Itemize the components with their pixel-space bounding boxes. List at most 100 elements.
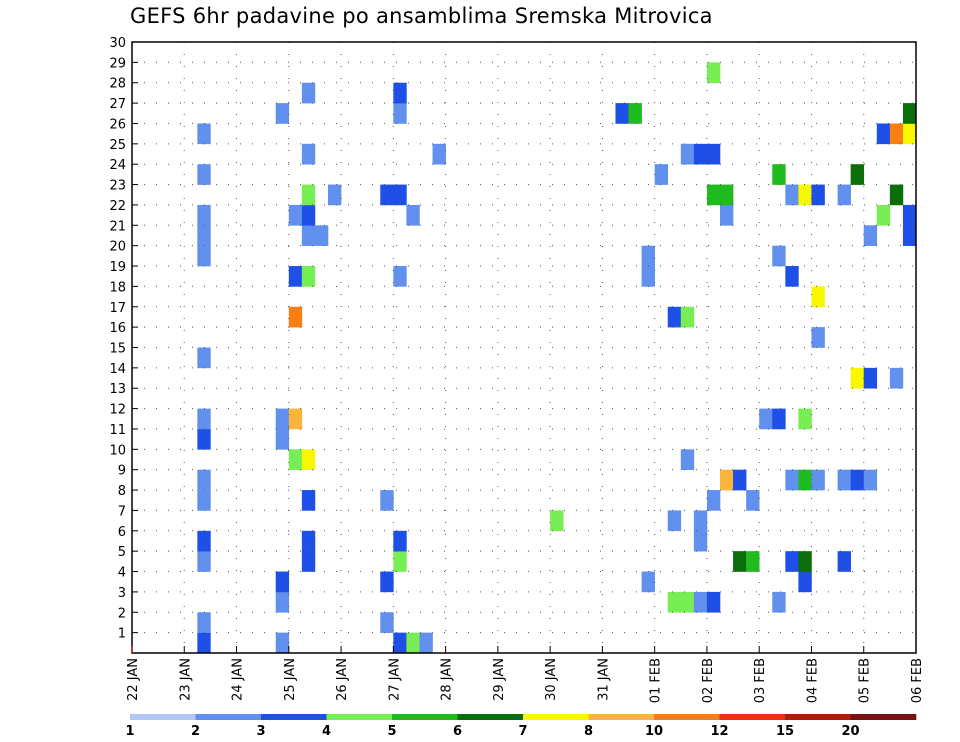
heat-cell — [641, 266, 655, 287]
heat-cell — [328, 184, 342, 206]
heat-cell — [876, 204, 891, 226]
heat-cell — [889, 367, 904, 389]
heat-cell — [746, 551, 760, 572]
colorbar-label: 1 — [125, 724, 134, 739]
heat-cell — [275, 591, 290, 613]
heat-cell — [837, 551, 851, 572]
heat-cell — [837, 184, 851, 206]
heat-cell — [720, 184, 734, 206]
colorbar-swatch — [850, 714, 917, 720]
colorbar-label: 20 — [841, 724, 859, 739]
heat-cell — [785, 184, 799, 206]
heat-cell — [667, 510, 682, 532]
colorbar-swatch — [195, 714, 262, 720]
colorbar-label: 12 — [710, 724, 728, 739]
heat-cell — [902, 123, 917, 145]
heat-cell — [850, 469, 865, 491]
heat-cell — [772, 591, 786, 613]
y-tick-label: 24 — [109, 158, 126, 173]
heat-cell — [301, 143, 316, 165]
y-tick-label: 13 — [109, 382, 126, 397]
heat-cell — [275, 408, 290, 430]
heat-cell — [811, 184, 825, 206]
x-tick-label: 02 FEB — [701, 658, 716, 703]
heat-cell — [393, 530, 407, 552]
heat-cell — [798, 184, 812, 206]
heat-cell — [902, 204, 917, 226]
y-tick-label: 16 — [109, 321, 126, 336]
heat-cell — [706, 184, 721, 206]
heat-cell — [680, 143, 695, 165]
heat-cell — [301, 490, 316, 511]
x-tick-label: 24 JAN — [231, 658, 246, 701]
heat-cell — [197, 490, 211, 511]
heat-cell — [288, 266, 303, 287]
colorbar-label: 6 — [453, 724, 462, 739]
y-tick-label: 6 — [118, 525, 126, 540]
heat-cell — [680, 449, 695, 470]
y-tick-label: 15 — [109, 342, 126, 357]
colorbar-swatch — [392, 714, 458, 720]
heat-cell — [275, 632, 290, 654]
y-tick-label: 8 — [118, 484, 126, 499]
heat-cell — [628, 103, 642, 124]
heat-cell — [197, 245, 211, 267]
heat-cell — [288, 204, 303, 226]
heat-cell — [902, 225, 917, 246]
heat-cell — [197, 530, 211, 552]
heat-cell — [902, 103, 917, 124]
y-tick-label: 5 — [118, 545, 126, 560]
colorbar-label: 8 — [584, 724, 593, 739]
heat-cell — [811, 327, 825, 348]
heat-cell — [380, 490, 394, 511]
y-tick-label: 11 — [109, 423, 126, 438]
heat-cell — [706, 591, 721, 613]
x-tick-label: 06 FEB — [910, 658, 925, 703]
heat-cell — [654, 164, 669, 185]
heat-cell — [380, 612, 394, 633]
heat-cell — [197, 428, 211, 450]
heat-cell — [772, 408, 786, 430]
y-tick-label: 4 — [118, 566, 126, 581]
heat-cell — [693, 143, 708, 165]
y-tick-label: 2 — [118, 606, 126, 621]
heat-cell — [706, 490, 721, 511]
y-tick-label: 17 — [109, 301, 126, 316]
y-tick-label: 25 — [109, 138, 126, 153]
colorbar-swatch — [719, 714, 786, 720]
heat-cell — [798, 551, 812, 572]
heat-cell — [301, 82, 316, 104]
colorbar-label: 2 — [191, 724, 200, 739]
heat-cell — [393, 266, 407, 287]
y-tick-label: 29 — [109, 56, 126, 71]
colorbar-label: 7 — [518, 724, 527, 739]
x-tick-label: 04 FEB — [805, 658, 820, 703]
heat-cell — [772, 164, 786, 185]
colorbar-swatch — [457, 714, 524, 720]
colorbar-swatch — [130, 714, 196, 720]
heat-cell — [197, 347, 211, 369]
colorbar-swatch — [654, 714, 720, 720]
heat-cell — [850, 164, 865, 185]
heat-cell — [197, 123, 211, 145]
heat-cell — [288, 449, 303, 470]
y-tick-label: 7 — [118, 504, 126, 519]
x-tick-label: 01 FEB — [649, 658, 664, 703]
heat-cell — [733, 469, 747, 491]
y-tick-label: 26 — [109, 117, 126, 132]
heat-cell — [811, 469, 825, 491]
colorbar-label: 10 — [645, 724, 663, 739]
heat-cell — [550, 510, 564, 532]
heat-cell — [301, 266, 316, 287]
y-tick-label: 27 — [109, 97, 126, 112]
heat-cell — [889, 123, 904, 145]
y-tick-label: 30 — [109, 36, 126, 51]
heat-cell — [693, 591, 708, 613]
heat-cell — [393, 82, 407, 104]
y-tick-label: 12 — [109, 403, 126, 418]
heat-cell — [759, 408, 773, 430]
heat-cell — [393, 632, 407, 654]
heat-cell — [863, 225, 878, 246]
colorbar-swatch — [261, 714, 327, 720]
colorbar: 1 2 3 4 5 6 7 8 10 12 15 20 — [125, 714, 917, 739]
